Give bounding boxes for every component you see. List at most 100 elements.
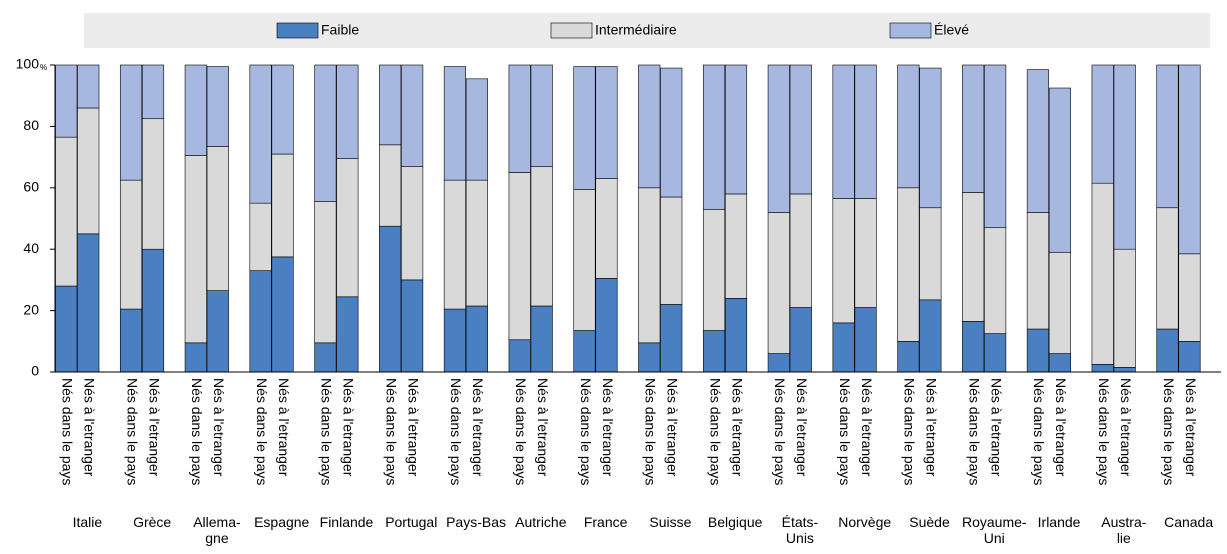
- bar-segment: [724, 64, 748, 195]
- x-tick-label: Nés à l'etranger: [405, 378, 421, 477]
- bar-segment: [638, 342, 661, 373]
- y-tick-label: 60: [23, 179, 39, 195]
- y-tick-label: 20: [23, 301, 39, 317]
- y-tick-label: 0: [31, 363, 39, 379]
- bar-segment: [184, 155, 207, 344]
- bar-segment: [508, 172, 531, 341]
- bar-segment: [465, 305, 488, 373]
- group-label: Austra- lie: [1101, 514, 1147, 546]
- group-label: Finlande: [319, 514, 374, 530]
- bar-segment: [77, 233, 100, 373]
- group-label: Pays-Bas: [446, 514, 506, 530]
- x-tick-label: Nés dans le pays: [513, 378, 529, 485]
- bar-segment: [724, 298, 748, 373]
- group-label: Belgique: [707, 514, 763, 530]
- bar-segment: [119, 64, 143, 181]
- bar-segment: [1026, 328, 1049, 373]
- bar-segment: [379, 144, 402, 227]
- x-tick-label: Nés à l'etranger: [470, 378, 486, 477]
- bar-segment: [508, 339, 531, 373]
- bar-segment: [789, 193, 812, 308]
- bar-segment: [336, 296, 359, 373]
- x-tick-label: Nés dans le pays: [1161, 378, 1177, 485]
- bar-segment: [962, 64, 985, 193]
- bar-segment: [1091, 64, 1114, 184]
- x-tick-label: Nés dans le pays: [837, 378, 853, 485]
- bar-segment: [119, 179, 143, 310]
- bar-segment: [832, 198, 855, 324]
- legend-label: Élevé: [934, 22, 969, 38]
- legend-label: Intermédiaire: [595, 22, 677, 38]
- bar-segment: [55, 64, 78, 138]
- bar-segment: [249, 270, 272, 373]
- y-unit: %: [40, 63, 47, 72]
- bar-segment: [530, 64, 553, 167]
- bar-segment: [314, 342, 337, 373]
- bar-segment: [141, 248, 165, 373]
- group-label: Italie: [72, 514, 103, 530]
- bar-segment: [1026, 212, 1049, 330]
- group-label: États- Unis: [781, 514, 819, 546]
- group-label: Irlande: [1037, 514, 1081, 530]
- bar-segment: [249, 202, 272, 271]
- bar-segment: [530, 166, 553, 307]
- x-tick-label: Nés dans le pays: [902, 378, 918, 485]
- group-label: Canada: [1164, 514, 1214, 530]
- bar-segment: [141, 64, 165, 120]
- bar-segment: [1178, 253, 1201, 342]
- y-tick-label: 100: [16, 56, 40, 72]
- bar-segment: [1026, 69, 1049, 213]
- bar-segment: [206, 66, 229, 147]
- group-label: Allema- gne: [193, 514, 241, 546]
- bar-segment: [595, 178, 618, 279]
- legend-label: Faible: [321, 22, 359, 38]
- bar-segment: [984, 333, 1007, 373]
- bar-segment: [660, 304, 683, 373]
- x-tick-label: Nés à l'etranger: [276, 378, 292, 477]
- bar-segment: [271, 64, 294, 155]
- bar-segment: [854, 307, 877, 373]
- bar-segment: [1048, 87, 1071, 253]
- bar-segment: [1113, 64, 1136, 250]
- bar-segment: [184, 64, 207, 156]
- group-label: Grèce: [133, 514, 172, 530]
- bar-segment: [854, 64, 877, 199]
- x-tick-label: Nés dans le pays: [578, 378, 594, 485]
- bar-segment: [1156, 207, 1179, 330]
- bar-segment: [984, 227, 1007, 334]
- x-tick-label: Nés dans le pays: [448, 378, 464, 485]
- bar-segment: [832, 64, 855, 199]
- bar-segment: [1048, 251, 1071, 354]
- y-tick-label: 80: [23, 117, 39, 133]
- group-label: Suisse: [649, 514, 692, 530]
- bar-segment: [336, 64, 359, 159]
- bar-segment: [271, 256, 294, 373]
- bar-segment: [465, 179, 488, 307]
- group-label: Norvège: [838, 514, 892, 530]
- x-tick-label: Nés dans le pays: [383, 378, 399, 485]
- bar-segment: [660, 67, 683, 198]
- x-tick-label: Nés dans le pays: [189, 378, 205, 485]
- bar-segment: [919, 207, 942, 301]
- bar-segment: [379, 225, 402, 373]
- bar-segment: [897, 64, 920, 189]
- bar-segment: [1178, 64, 1201, 255]
- x-tick-label: Nés à l'etranger: [1118, 378, 1134, 477]
- bar-segment: [379, 64, 402, 146]
- bar-segment: [767, 353, 790, 373]
- bar-segment: [336, 158, 359, 298]
- bar-segment: [962, 192, 985, 322]
- bar-segment: [443, 308, 466, 373]
- x-tick-label: Nés dans le pays: [1031, 378, 1047, 485]
- x-tick-label: Nés à l'etranger: [146, 378, 162, 477]
- x-tick-label: Nés dans le pays: [124, 378, 140, 485]
- group-label: Suède: [909, 514, 950, 530]
- bar-segment: [724, 193, 748, 299]
- group-label: Portugal: [385, 514, 438, 530]
- bar-segment: [595, 278, 618, 373]
- bar-segment: [962, 321, 985, 373]
- bar-segment: [1156, 328, 1179, 373]
- group-label: Royaume- Uni: [961, 514, 1027, 546]
- bar-segment: [767, 212, 790, 354]
- bar-segment: [660, 196, 683, 305]
